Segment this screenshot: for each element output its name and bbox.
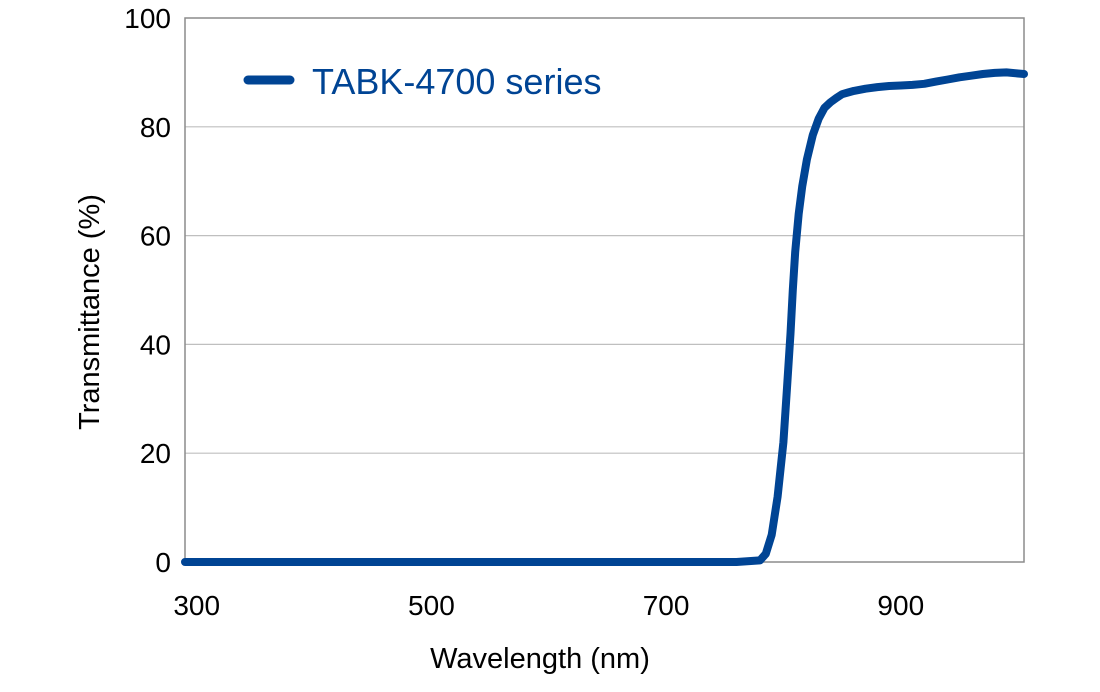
y-tick-label: 0 bbox=[155, 547, 171, 578]
x-axis-tick-labels: 300 500 700 900 bbox=[173, 590, 924, 621]
y-axis-title: Transmittance (%) bbox=[74, 194, 106, 430]
x-tick-label: 900 bbox=[877, 590, 924, 621]
x-axis-title: Wavelength (nm) bbox=[430, 643, 650, 675]
legend: TABK-4700 series bbox=[243, 61, 601, 102]
y-tick-label: 80 bbox=[140, 112, 171, 143]
x-tick-label: 300 bbox=[173, 590, 220, 621]
x-tick-label: 700 bbox=[643, 590, 690, 621]
series-layer bbox=[181, 68, 1028, 566]
gridlines bbox=[185, 126, 1024, 454]
y-tick-label: 100 bbox=[124, 3, 171, 34]
y-tick-label: 40 bbox=[140, 329, 171, 360]
series-line bbox=[181, 68, 1028, 566]
x-tick-label: 500 bbox=[408, 590, 455, 621]
y-axis-tick-labels: 0 20 40 60 80 100 bbox=[124, 3, 171, 578]
y-tick-label: 20 bbox=[140, 438, 171, 469]
plot-area-frame bbox=[184, 17, 1025, 563]
legend-label: TABK-4700 series bbox=[312, 61, 601, 102]
y-tick-label: 60 bbox=[140, 221, 171, 252]
